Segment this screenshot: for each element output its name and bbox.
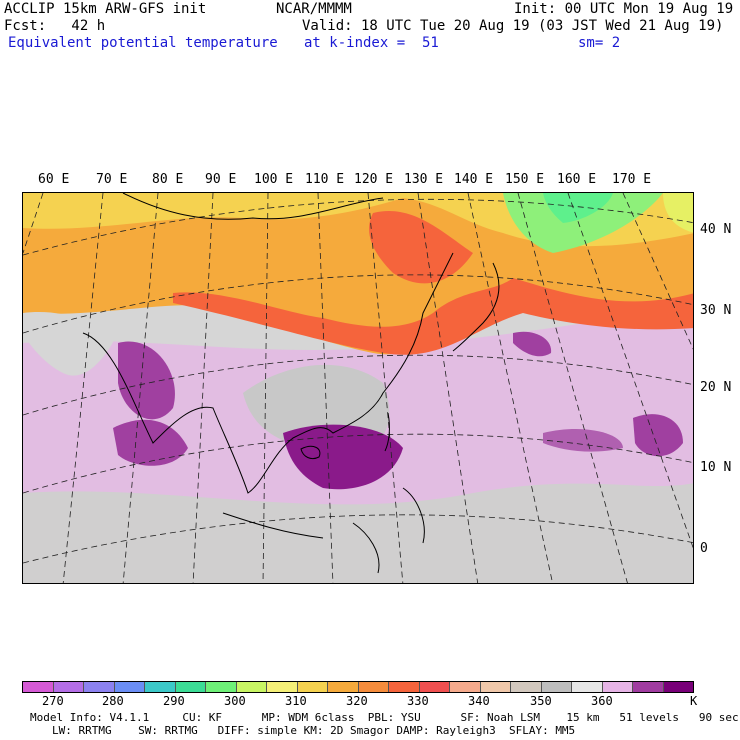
init-time: Init: 00 UTC Mon 19 Aug 19	[514, 1, 734, 17]
map-field-svg	[23, 193, 693, 583]
colorbar-swatch	[236, 682, 267, 692]
colorbar-swatch	[206, 682, 237, 692]
colorbar-tick-label: 350	[530, 694, 552, 708]
colorbar	[22, 681, 694, 693]
colorbar-swatch	[175, 682, 206, 692]
lon-label: 170 E	[612, 172, 652, 187]
model-info-line1: Model Info: V4.1.1 CU: KF MP: WDM 6class…	[30, 711, 739, 724]
colorbar-tick-label: 340	[468, 694, 490, 708]
lon-label: 60 E	[38, 172, 70, 187]
colorbar-swatch	[297, 682, 328, 692]
colorbar-swatch	[328, 682, 359, 692]
colorbar-unit: K	[690, 694, 698, 708]
colorbar-swatch	[480, 682, 511, 692]
field-name: Equivalent potential temperature	[8, 35, 278, 51]
colorbar-swatch	[511, 682, 542, 692]
colorbar-swatch	[84, 682, 115, 692]
colorbar-swatch	[572, 682, 603, 692]
colorbar-swatch	[389, 682, 420, 692]
colorbar-tick-label: 270	[42, 694, 64, 708]
lon-label: 160 E	[557, 172, 597, 187]
forecast-hour: Fcst: 42 h	[4, 18, 106, 34]
colorbar-swatch	[23, 682, 54, 692]
lon-label: 110 E	[305, 172, 345, 187]
colorbar-swatch	[358, 682, 389, 692]
colorbar-swatch	[267, 682, 298, 692]
lon-label: 120 E	[354, 172, 394, 187]
colorbar-tick-label: 360	[591, 694, 613, 708]
lon-label: 150 E	[505, 172, 545, 187]
lon-label: 90 E	[205, 172, 237, 187]
level-info: at k-index = 51	[304, 35, 439, 51]
lat-label: 30 N	[700, 303, 732, 318]
colorbar-swatch	[114, 682, 145, 692]
organization: NCAR/MMMM	[276, 1, 352, 17]
lon-label: 130 E	[404, 172, 444, 187]
lat-label: 40 N	[700, 222, 732, 237]
valid-time: Valid: 18 UTC Tue 20 Aug 19 (03 JST Wed …	[302, 18, 724, 34]
colorbar-swatch	[450, 682, 481, 692]
colorbar-tick-label: 330	[407, 694, 429, 708]
map-panel	[22, 192, 694, 584]
colorbar-swatch	[602, 682, 633, 692]
lon-label: 140 E	[454, 172, 494, 187]
lat-label: 20 N	[700, 380, 732, 395]
colorbar-tick-label: 300	[224, 694, 246, 708]
colorbar-tick-label: 290	[163, 694, 185, 708]
colorbar-swatch	[663, 682, 693, 692]
model-info-line2: LW: RRTMG SW: RRTMG DIFF: simple KM: 2D …	[52, 724, 576, 737]
smoothing-info: sm= 2	[578, 35, 621, 51]
model-title: ACCLIP 15km ARW-GFS init	[4, 1, 207, 17]
lon-label: 80 E	[152, 172, 184, 187]
colorbar-swatch	[53, 682, 84, 692]
lon-label: 70 E	[96, 172, 128, 187]
lat-label: 0	[700, 541, 708, 556]
colorbar-tick-label: 320	[346, 694, 368, 708]
colorbar-swatch	[633, 682, 664, 692]
colorbar-swatch	[541, 682, 572, 692]
colorbar-swatch	[145, 682, 176, 692]
lon-label: 100 E	[254, 172, 294, 187]
colorbar-tick-label: 280	[102, 694, 124, 708]
lat-label: 10 N	[700, 460, 732, 475]
colorbar-tick-label: 310	[285, 694, 307, 708]
colorbar-swatch	[419, 682, 450, 692]
